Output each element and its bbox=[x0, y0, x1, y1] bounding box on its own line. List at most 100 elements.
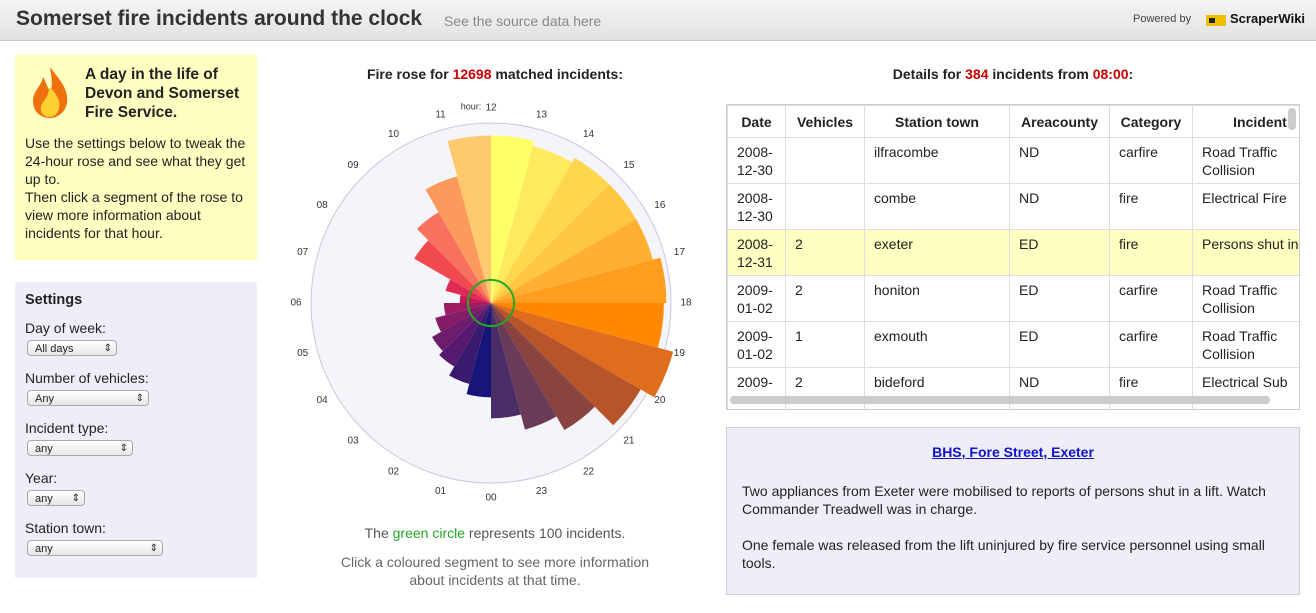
table-cell: Persons shut in lift bbox=[1192, 229, 1299, 276]
hour-label: 09 bbox=[348, 160, 360, 171]
table-cell: fire bbox=[1109, 229, 1193, 276]
rose-segment[interactable] bbox=[491, 303, 595, 431]
rose-segment[interactable] bbox=[432, 303, 491, 352]
table-cell: 2009-01-02 bbox=[727, 275, 786, 322]
incident-link[interactable]: BHS, Fore Street, Exeter bbox=[932, 444, 1094, 460]
caption-text: incidents. bbox=[566, 525, 626, 541]
incident-text: One female was released from the lift un… bbox=[742, 537, 1265, 571]
hour-label: 05 bbox=[297, 348, 309, 359]
hour-label: 14 bbox=[583, 129, 595, 140]
column-header[interactable]: Vehicles bbox=[785, 105, 865, 138]
table-row[interactable]: 2008-12-30 ilfracombe ND carfire Road Traffi… bbox=[727, 137, 1299, 184]
rose-segment[interactable] bbox=[414, 240, 491, 303]
table-cell: 2008-12-31 bbox=[727, 229, 786, 276]
brand-name[interactable]: ScraperWiki bbox=[1230, 11, 1306, 26]
source-link[interactable]: See the source data here bbox=[444, 13, 602, 29]
hour-label: 20 bbox=[654, 395, 666, 406]
column-header[interactable]: Incident bbox=[1192, 105, 1299, 138]
details-table: Date Vehicles Station town Areacounty Catego… bbox=[727, 105, 1299, 409]
table-cell: 1 bbox=[785, 321, 865, 368]
rose-segment[interactable] bbox=[466, 303, 491, 398]
field-label: Year: bbox=[25, 470, 58, 486]
rose-segment[interactable] bbox=[445, 279, 491, 303]
table-cell: ND bbox=[1009, 183, 1110, 230]
hour-label: 00 bbox=[485, 493, 497, 504]
intro-heading: A day in the life of Devon and Somerset … bbox=[85, 66, 240, 121]
table-cell: exeter bbox=[864, 229, 1010, 276]
table-cell: carfire bbox=[1109, 275, 1193, 322]
rose-segment[interactable] bbox=[491, 303, 674, 398]
select[interactable]: any bbox=[27, 440, 133, 457]
table-cell: 2 bbox=[785, 229, 865, 276]
rose-segment[interactable] bbox=[491, 303, 557, 430]
table-cell: Road Traffic Collision bbox=[1192, 137, 1299, 184]
table-body: 2008-12-30 ilfracombe ND carfire Road Traffi… bbox=[727, 137, 1299, 409]
hour-label: 13 bbox=[536, 109, 548, 120]
settings-heading: Settings bbox=[25, 292, 83, 308]
field-label: Station town: bbox=[25, 520, 106, 536]
select[interactable]: any bbox=[27, 540, 163, 557]
rose-segment[interactable] bbox=[491, 303, 641, 426]
rose-segment[interactable] bbox=[491, 303, 664, 348]
select[interactable]: Any bbox=[27, 390, 149, 407]
table-cell: ND bbox=[1009, 137, 1110, 184]
rose-segment[interactable] bbox=[435, 303, 491, 332]
table-row[interactable]: 2009-01-02 1 exmouth ED carfire Road Traffic … bbox=[727, 321, 1299, 368]
table-cell: combe bbox=[864, 183, 1010, 230]
table-cell: ED bbox=[1009, 321, 1110, 368]
column-header[interactable]: Station town bbox=[864, 105, 1010, 138]
h-scrollbar[interactable] bbox=[730, 396, 1270, 404]
hour-label: 07 bbox=[297, 247, 309, 258]
title-text: Details for bbox=[892, 66, 962, 82]
rose-segment[interactable] bbox=[491, 184, 637, 303]
title-text: : bbox=[1128, 66, 1134, 82]
table-cell: Electrical Sub bbox=[1192, 367, 1299, 409]
column-header[interactable]: Areacounty bbox=[1009, 105, 1110, 138]
rose-segment[interactable] bbox=[491, 135, 535, 303]
hour-label: 18 bbox=[680, 298, 692, 309]
hour-label: 03 bbox=[348, 436, 360, 447]
rose-segment[interactable] bbox=[439, 303, 491, 367]
select[interactable]: any bbox=[27, 490, 85, 507]
column-header[interactable]: Date bbox=[727, 105, 786, 138]
logo-shape bbox=[1209, 18, 1215, 23]
hour-label: 21 bbox=[623, 436, 635, 447]
rose-segment[interactable] bbox=[491, 146, 573, 303]
table-cell: carfire bbox=[1109, 137, 1193, 184]
hour-label: 15 bbox=[623, 160, 635, 171]
table-cell: exmouth bbox=[864, 321, 1010, 368]
title-text: matched incidents: bbox=[495, 66, 623, 82]
caption-text: represents bbox=[468, 525, 536, 541]
table-row[interactable]: 2009-01-02 2 honiton ED carfire Road Traffic … bbox=[727, 275, 1299, 322]
select[interactable]: All days bbox=[27, 340, 117, 357]
v-scrollbar[interactable] bbox=[1288, 108, 1296, 130]
title-text: incidents from bbox=[992, 66, 1089, 82]
rose-segment[interactable] bbox=[443, 303, 491, 316]
rose-segment[interactable] bbox=[416, 212, 491, 303]
logo-shape bbox=[1206, 15, 1226, 26]
table-cell: ED bbox=[1009, 275, 1110, 322]
table-cell: 2009-01-02 bbox=[727, 321, 786, 368]
rose-segment[interactable] bbox=[425, 176, 491, 303]
rose-segment[interactable] bbox=[491, 157, 610, 303]
field-label: Day of week: bbox=[25, 320, 106, 336]
table-cell bbox=[785, 137, 865, 184]
table-row[interactable]: 2008-12-30 combe ND fire Electrical Fire bbox=[727, 183, 1299, 230]
hour-count: 384 bbox=[965, 66, 989, 82]
rose-segment[interactable] bbox=[491, 219, 653, 303]
settings-panel: Settings Day of week: All days Number of v… bbox=[15, 282, 257, 578]
hour-label: 23 bbox=[536, 486, 548, 497]
column-header[interactable]: Category bbox=[1109, 105, 1193, 138]
details-title: Details for 384 incidents from 08:00: bbox=[726, 66, 1300, 82]
rose-chart: 00 01 02 03 04 05 06 07 08 09 10 11 12 13 14 15 16 17 18 19… bbox=[290, 101, 692, 504]
rose-segment[interactable] bbox=[491, 257, 667, 303]
caption-text: The bbox=[364, 525, 389, 541]
rose-segment[interactable] bbox=[491, 303, 521, 419]
table-cell: 2 bbox=[785, 275, 865, 322]
table-cell: ED bbox=[1009, 229, 1110, 276]
axis-label: hour: bbox=[461, 101, 482, 111]
rose-segment[interactable] bbox=[447, 135, 491, 303]
hour-label: 11 bbox=[435, 109, 446, 120]
hour-label: 04 bbox=[317, 395, 329, 406]
